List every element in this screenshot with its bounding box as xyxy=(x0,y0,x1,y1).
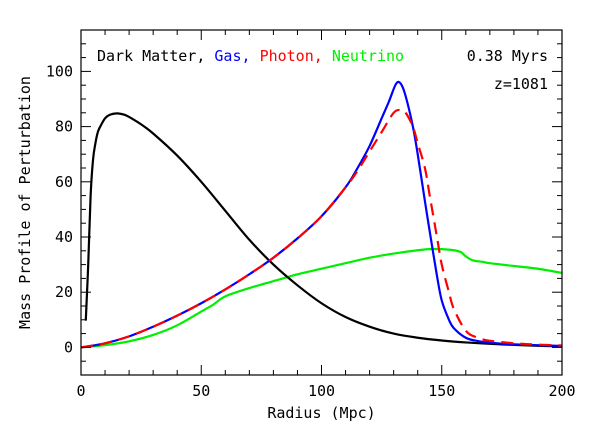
legend: Dark Matter, Gas, Photon, Neutrino xyxy=(97,47,404,65)
series-layer xyxy=(81,80,562,349)
y-axis-label: Mass Profile of Perturbation xyxy=(16,76,34,329)
legend-entry-photon: Photon xyxy=(260,47,314,65)
x-tick-label: 100 xyxy=(308,382,335,400)
x-tick-label: 0 xyxy=(76,382,85,400)
series-line-dark-matter xyxy=(84,112,562,348)
series-line-photon xyxy=(81,108,562,349)
plot-frame xyxy=(80,29,563,376)
x-tick-label: 150 xyxy=(428,382,455,400)
tick-labels-layer: 0 50 100 150 200 0 20 40 60 80 100 xyxy=(46,62,576,400)
y-tick-label: 60 xyxy=(55,173,73,191)
y-tick-label: 20 xyxy=(55,283,73,301)
x-tick-label: 50 xyxy=(192,382,210,400)
y-tick-label: 40 xyxy=(55,228,73,246)
legend-entry-gas: Gas xyxy=(214,47,241,65)
legend-entry-neutrino: Neutrino xyxy=(332,47,404,65)
time-annotation: 0.38 Myrs xyxy=(467,47,548,65)
series-line-neutrino xyxy=(81,247,562,349)
x-axis-label: Radius (Mpc) xyxy=(267,404,375,422)
legend-separator: , xyxy=(314,47,332,65)
legend-separator: , xyxy=(196,47,214,65)
y-tick-label: 80 xyxy=(55,118,73,136)
y-tick-label: 0 xyxy=(64,338,73,356)
x-tick-label: 200 xyxy=(548,382,575,400)
redshift-annotation: z=1081 xyxy=(494,75,548,93)
legend-entry-dark-matter: Dark Matter xyxy=(97,47,196,65)
legend-separator: , xyxy=(242,47,260,65)
y-tick-label: 100 xyxy=(46,62,73,80)
